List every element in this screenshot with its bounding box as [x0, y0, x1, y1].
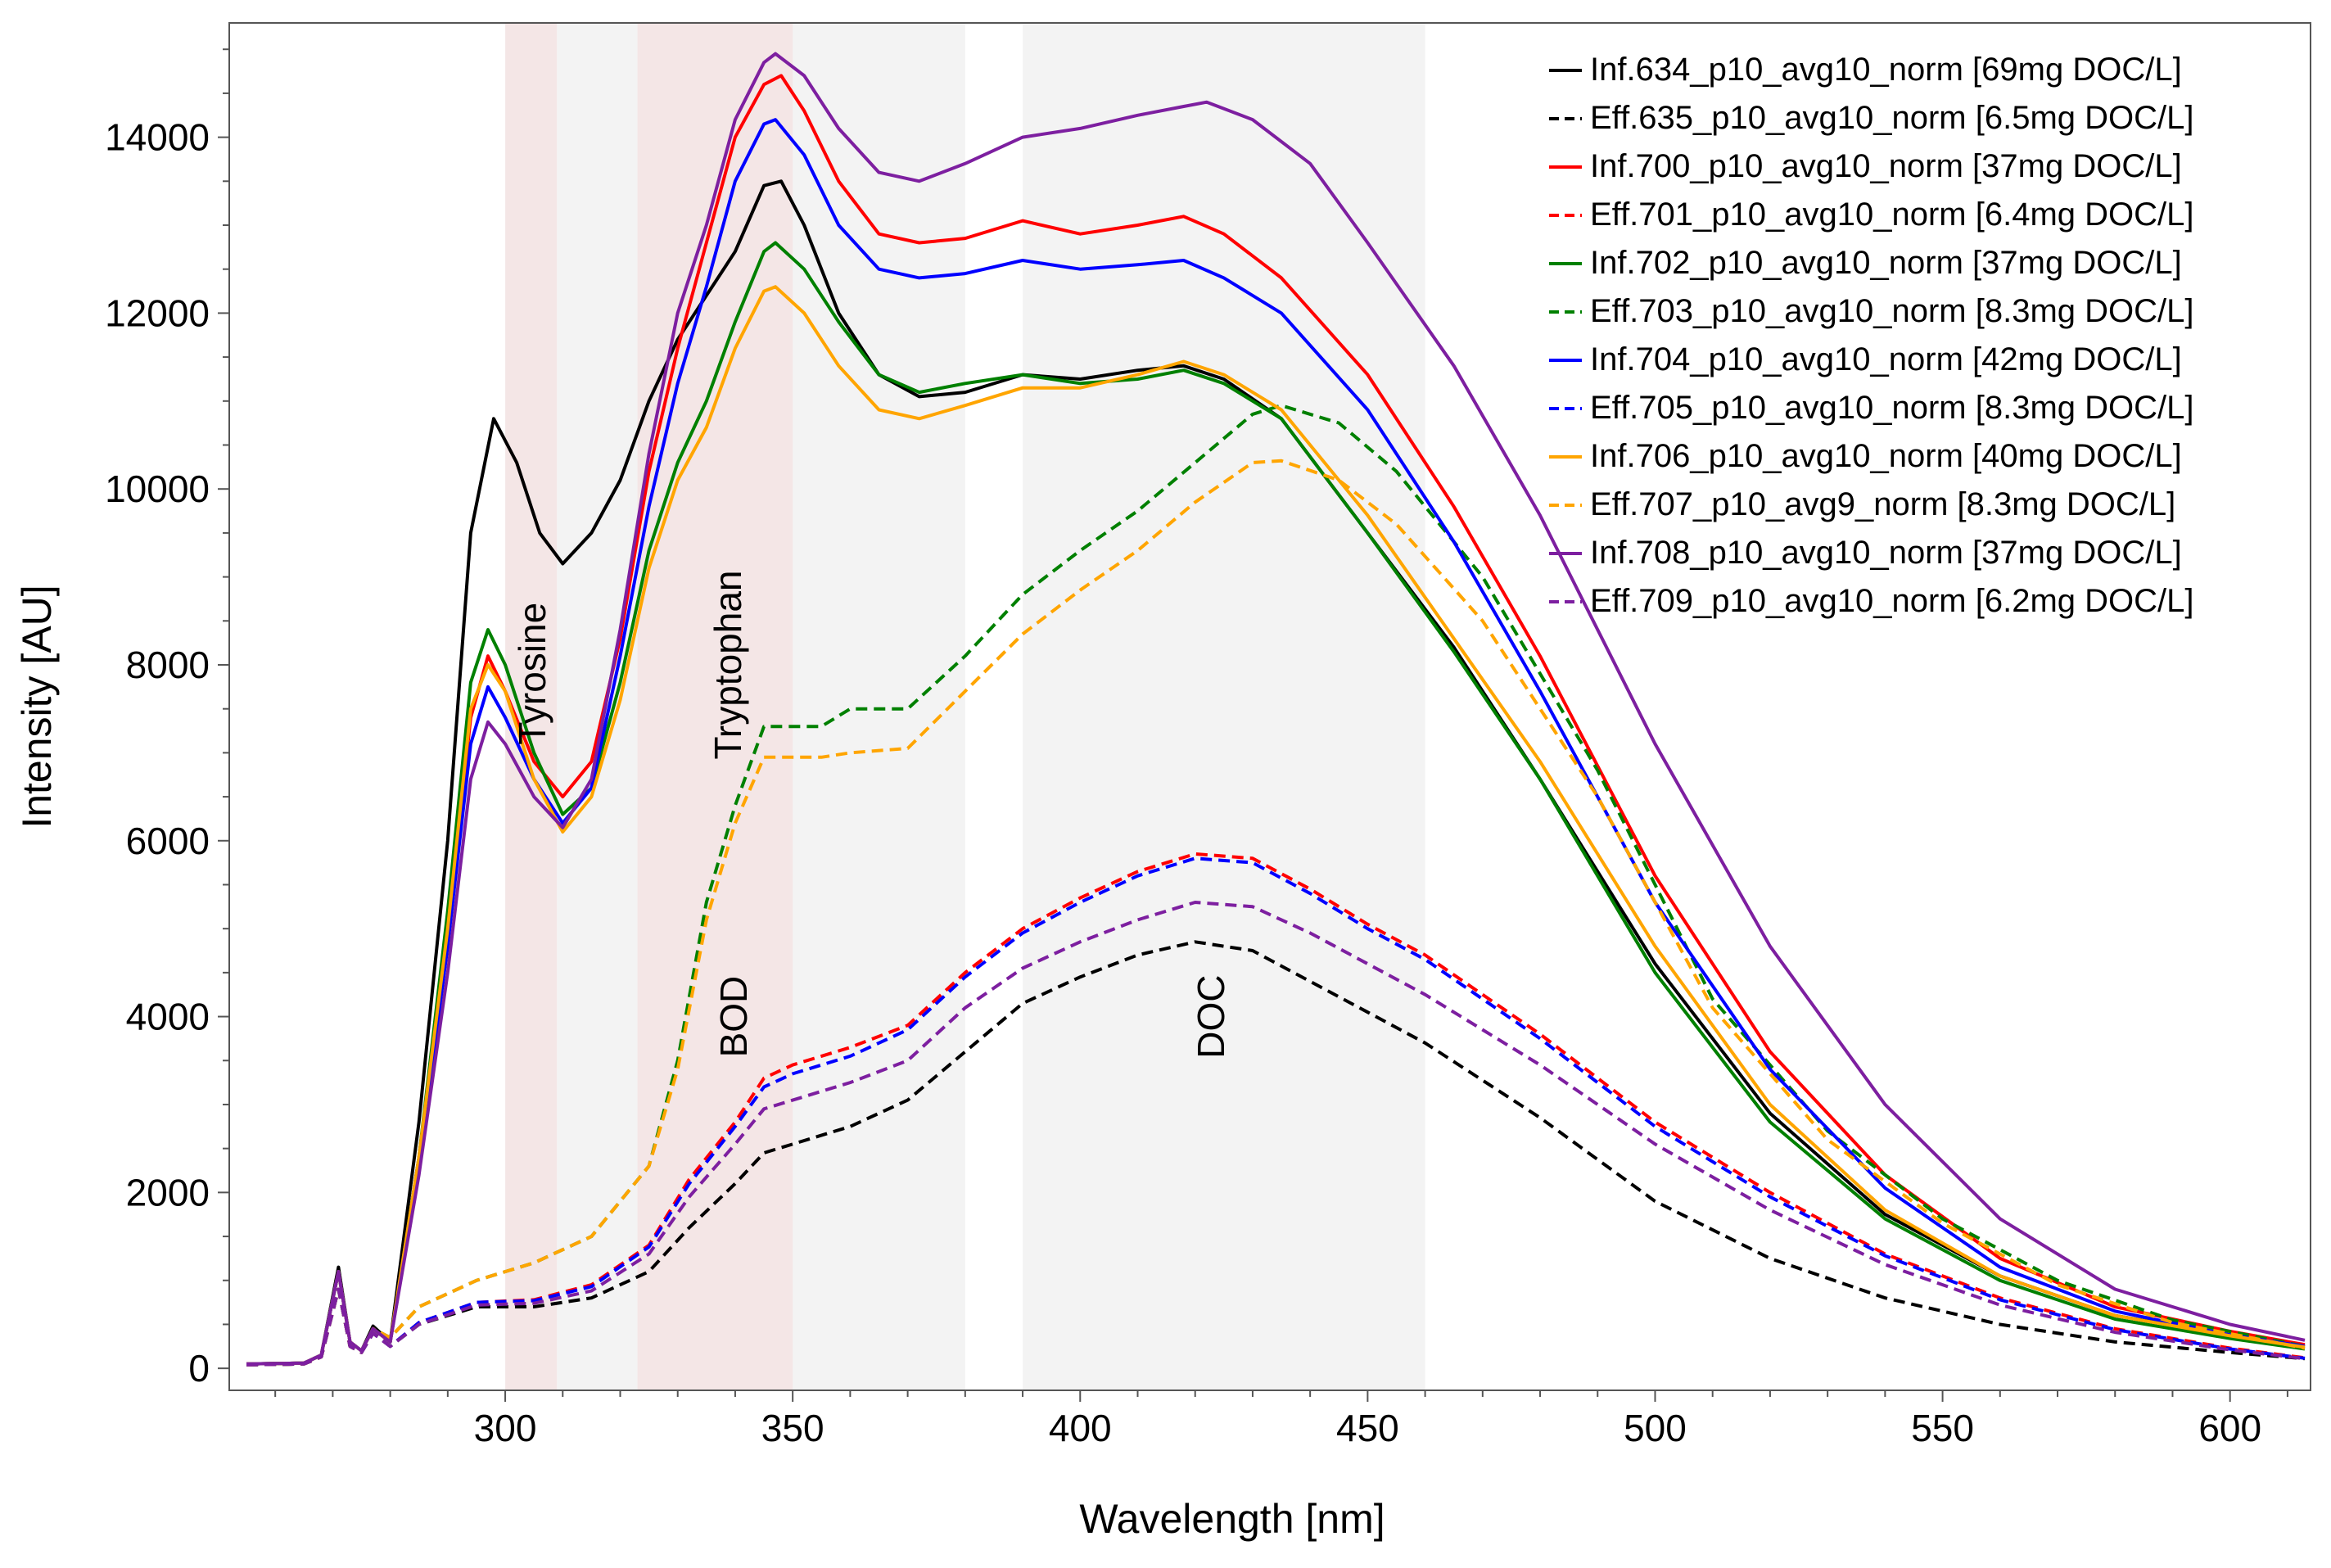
legend-label-1: Inf.634_p10_avg10_norm [69mg DOC/L] [1590, 52, 2182, 88]
doc-band-label: DOC [1190, 974, 1232, 1058]
legend-label-7: Inf.704_p10_avg10_norm [42mg DOC/L] [1590, 341, 2182, 377]
series-lines [246, 52, 2306, 1367]
y-tick-label: 6000 [126, 820, 210, 862]
x-tick-label: 550 [1911, 1407, 1974, 1449]
x-tick-label: 600 [2198, 1407, 2261, 1449]
y-tick-label: 10000 [105, 468, 210, 510]
series-line-12 [246, 901, 2306, 1367]
y-tick-label: 4000 [126, 996, 210, 1038]
legend-label-9: Inf.706_p10_avg10_norm [40mg DOC/L] [1590, 438, 2182, 474]
y-tick-label: 14000 [105, 116, 210, 159]
x-tick-label: 450 [1336, 1407, 1399, 1449]
legend: Inf.634_p10_avg10_norm [69mg DOC/L] Eff.6… [1549, 52, 2194, 619]
x-tick-label: 500 [1624, 1407, 1687, 1449]
legend-label-4: Eff.701_p10_avg10_norm [6.4mg DOC/L] [1590, 197, 2194, 233]
doc-band [1023, 24, 1425, 1390]
y-axis-title: Intensity [AU] [14, 585, 60, 828]
legend-label-6: Eff.703_p10_avg10_norm [8.3mg DOC/L] [1590, 293, 2194, 329]
tyrosine-band-label: Tyrosine [511, 603, 553, 745]
y-tick-label: 2000 [126, 1171, 210, 1213]
x-tick-label: 300 [474, 1407, 537, 1449]
x-axis-ticks: 300 350 400 450 500 550 600 [274, 1390, 2288, 1449]
legend-label-2: Eff.635_p10_avg10_norm [6.5mg DOC/L] [1590, 100, 2194, 136]
legend-label-11: Inf.708_p10_avg10_norm [37mg DOC/L] [1590, 535, 2182, 571]
y-tick-label: 8000 [126, 644, 210, 686]
band-labels: Tyrosine Tryptophan BOD DOC [511, 570, 1232, 1058]
legend-label-12: Eff.709_p10_avg10_norm [6.2mg DOC/L] [1590, 583, 2194, 619]
bod-band-label: BOD [712, 976, 755, 1058]
axes: 300 350 400 450 500 550 600 0 2000 4000 6000 8000 1… [105, 22, 2311, 1449]
x-tick-label: 350 [761, 1407, 824, 1449]
y-axis-ticks: 0 2000 4000 6000 8000 10000 12000 14000 [105, 48, 229, 1390]
legend-label-5: Inf.702_p10_avg10_norm [37mg DOC/L] [1590, 245, 2182, 281]
x-tick-label: 400 [1049, 1407, 1112, 1449]
legend-label-10: Eff.707_p10_avg9_norm [8.3mg DOC/L] [1590, 486, 2175, 522]
legend-label-3: Inf.700_p10_avg10_norm [37mg DOC/L] [1590, 148, 2182, 184]
series-line-11 [246, 52, 2306, 1366]
plot-frame [228, 22, 2311, 1391]
y-tick-label: 0 [188, 1347, 210, 1390]
tryptophan-band-label: Tryptophan [707, 570, 749, 759]
legend-label-8: Eff.705_p10_avg10_norm [8.3mg DOC/L] [1590, 390, 2194, 426]
series-line-6 [246, 404, 2306, 1367]
highlight-bands [505, 24, 1425, 1390]
y-tick-label: 12000 [105, 291, 210, 334]
x-axis-title: Wavelength [nm] [1079, 1496, 1385, 1542]
tyrosine-band [505, 24, 558, 1390]
